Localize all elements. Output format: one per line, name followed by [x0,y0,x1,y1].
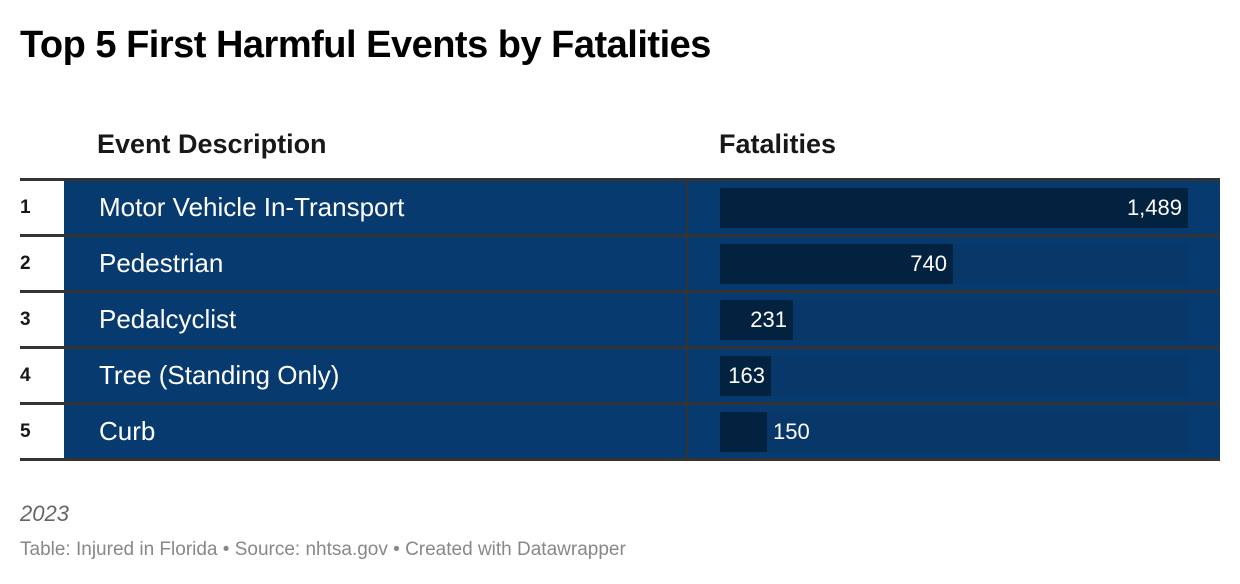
row-description-cell: Pedestrian [64,237,688,290]
footer-credits: Table: Injured in Florida • Source: nhts… [20,539,626,560]
bar-track: 163 [720,356,1188,396]
row-rank: 5 [20,405,64,458]
value-label: 1,489 [1126,195,1182,220]
table-row: 2 Pedestrian 740 [20,237,1220,293]
bar-pedalcyclist [720,300,793,340]
bar-pedestrian [720,244,953,284]
row-description-cell: Curb [64,405,688,458]
row-rank: 4 [20,349,64,402]
row-rank: 2 [20,237,64,290]
bar-track: 1,489 [720,188,1188,228]
row-fatalities-cell: 1,489 [688,181,1220,234]
row-description-cell: Tree (Standing Only) [64,349,688,402]
row-description: Motor Vehicle In-Transport [99,192,405,222]
row-description: Pedestrian [99,248,224,278]
row-description: Curb [99,416,156,446]
chart-title: Top 5 First Harmful Events by Fatalities [20,24,711,66]
value-label: 150 [773,419,810,444]
row-rank: 1 [20,181,64,234]
row-fatalities-cell: 740 [688,237,1220,290]
value-label: 231 [750,307,787,332]
bar-track: 231 [720,300,1188,340]
table-row: 1 Motor Vehicle In-Transport 1,489 [20,181,1220,237]
table-row: 5 Curb 150 [20,405,1220,461]
row-fatalities-cell: 150 [688,405,1220,458]
notes: 2023 [20,501,69,526]
row-fatalities-cell: 231 [688,293,1220,346]
value-label: 740 [910,251,947,276]
column-header-event-description[interactable]: Event Description [97,129,327,159]
row-description: Tree (Standing Only) [99,360,340,390]
row-rank: 3 [20,293,64,346]
row-description: Pedalcyclist [99,304,237,334]
bar-track: 740 [720,244,1188,284]
value-label: 163 [728,363,765,388]
bar-tree-standing-only [720,356,771,396]
row-fatalities-cell: 163 [688,349,1220,402]
bar-curb [720,412,767,452]
data-table: 1 Motor Vehicle In-Transport 1,489 2 Ped… [20,178,1220,461]
row-description-cell: Motor Vehicle In-Transport [64,181,688,234]
table-row: 3 Pedalcyclist 231 [20,293,1220,349]
bar-motor-vehicle-in-transport [720,188,1188,228]
table-row: 4 Tree (Standing Only) 163 [20,349,1220,405]
row-description-cell: Pedalcyclist [64,293,688,346]
column-header-fatalities[interactable]: Fatalities [719,129,837,159]
bar-track: 150 [720,412,1188,452]
